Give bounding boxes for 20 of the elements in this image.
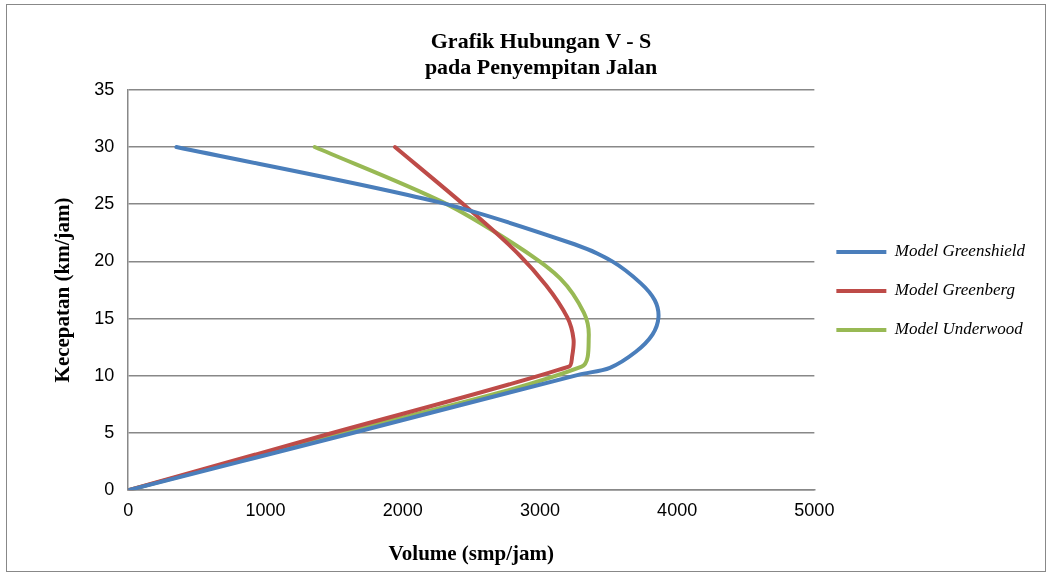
y-tick-label: 0 xyxy=(104,479,115,500)
x-tick-label: 1000 xyxy=(245,499,286,520)
y-tick-label: 25 xyxy=(94,193,115,214)
x-tick-label: 2000 xyxy=(382,499,423,520)
y-tick-label: 30 xyxy=(94,135,115,156)
y-axis-title: Kecepatan (km/jam) xyxy=(50,197,75,383)
legend-label: Model Underwood xyxy=(893,319,1024,339)
y-tick-label: 10 xyxy=(94,364,115,385)
chart-title: Grafik Hubungan V - S pada Penyempitan Jalan xyxy=(424,27,658,80)
x-tick-label: 0 xyxy=(123,499,134,520)
y-tick-label: 20 xyxy=(94,250,115,271)
x-tick-label: 5000 xyxy=(794,499,835,520)
legend-label: Model Greenshield xyxy=(893,241,1026,261)
y-tick-label: 15 xyxy=(94,307,115,328)
y-tick-label: 5 xyxy=(104,421,115,442)
y-tick-label: 35 xyxy=(94,78,115,99)
x-axis-title: Volume (smp/jam) xyxy=(388,540,555,565)
x-tick-label: 4000 xyxy=(657,499,698,520)
x-tick-label: 3000 xyxy=(519,499,560,520)
legend-label: Model Greenberg xyxy=(893,280,1015,300)
